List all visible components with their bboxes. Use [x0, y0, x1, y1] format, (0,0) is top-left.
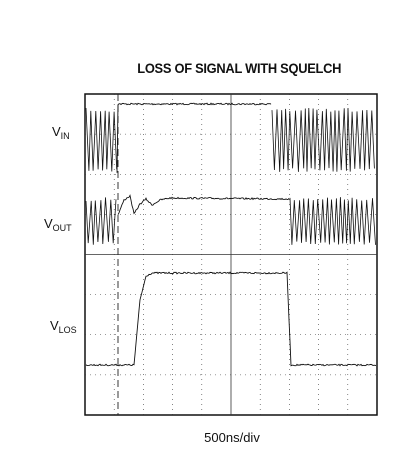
trace-label-main: V	[44, 216, 53, 231]
trace-label: VOUT	[44, 216, 72, 233]
waveform	[85, 271, 377, 367]
x-label: 500ns/div	[204, 430, 260, 445]
waveform-burst	[85, 197, 117, 245]
waveform	[116, 102, 272, 173]
waveform-burst	[85, 107, 118, 172]
trace-label-main: V	[50, 318, 59, 333]
trace-label: VIN	[52, 124, 70, 141]
waveforms	[85, 102, 377, 367]
waveform-burst	[289, 197, 376, 245]
trace-label: VLOS	[50, 318, 77, 335]
trace-label-sub: OUT	[53, 223, 73, 233]
grid	[85, 94, 377, 415]
trace-label-main: V	[52, 124, 61, 139]
title: LOSS OF SIGNAL WITH SQUELCH	[137, 61, 341, 77]
waveform	[117, 194, 290, 215]
trace-label-sub: LOS	[59, 325, 77, 335]
trace-label-sub: IN	[61, 131, 70, 141]
waveform-burst	[271, 107, 375, 172]
